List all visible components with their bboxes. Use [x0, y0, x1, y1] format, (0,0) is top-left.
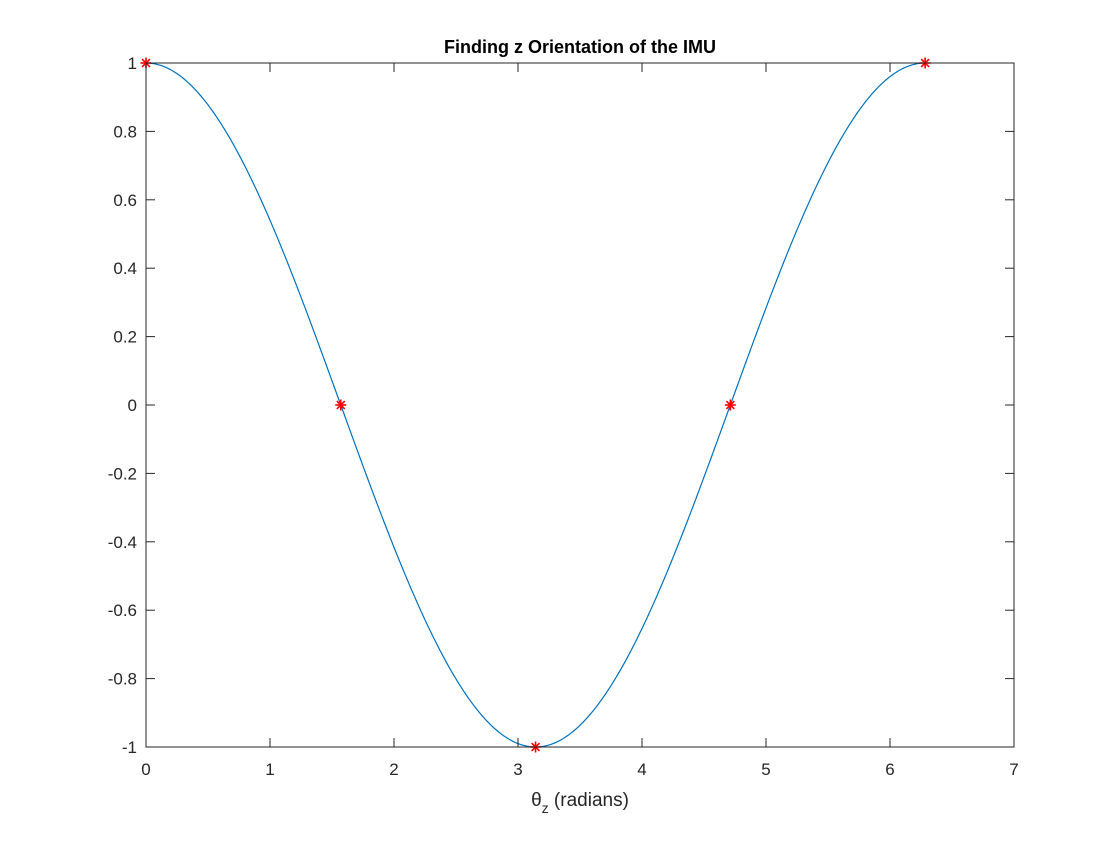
y-tick-label: -0.6 — [108, 601, 137, 620]
y-tick-label: -0.4 — [108, 533, 137, 552]
y-tick-label: 0.6 — [113, 191, 137, 210]
x-axis-label-text: (radians) — [549, 790, 629, 811]
y-tick-label: -1 — [122, 738, 137, 757]
x-tick-label: 3 — [513, 760, 522, 779]
y-axis-ticks: -1 -0.8 -0.6 -0.4 -0.2 0 0.2 0.4 0.6 0.8 1 — [108, 54, 1014, 757]
y-tick-label: 0.8 — [113, 122, 137, 141]
x-tick-label: 7 — [1009, 760, 1018, 779]
asterisk-stroke — [336, 400, 346, 410]
asterisk-stroke — [725, 400, 735, 410]
y-tick-label: 0.2 — [113, 328, 137, 347]
x-tick-label: 5 — [761, 760, 770, 779]
y-tick-label: -0.8 — [108, 670, 137, 689]
data-point-asterisk — [335, 399, 347, 411]
x-axis-label-symbol: θ — [531, 790, 542, 811]
plot-area — [146, 63, 1014, 747]
x-axis-ticks: 0 1 2 3 4 5 6 7 — [141, 63, 1019, 779]
y-tick-label: 0 — [128, 396, 137, 415]
x-tick-label: 4 — [637, 760, 646, 779]
x-axis-label: θz (radians) — [531, 790, 629, 816]
x-tick-label: 0 — [141, 760, 150, 779]
x-axis-label-subscript: z — [542, 800, 549, 816]
x-tick-label: 2 — [389, 760, 398, 779]
data-point-asterisk — [724, 399, 736, 411]
x-tick-label: 6 — [885, 760, 894, 779]
y-tick-label: 1 — [128, 54, 137, 73]
x-tick-label: 1 — [265, 760, 274, 779]
y-tick-label: 0.4 — [113, 259, 137, 278]
chart-title: Finding z Orientation of the IMU — [444, 37, 716, 57]
y-tick-label: -0.2 — [108, 464, 137, 483]
